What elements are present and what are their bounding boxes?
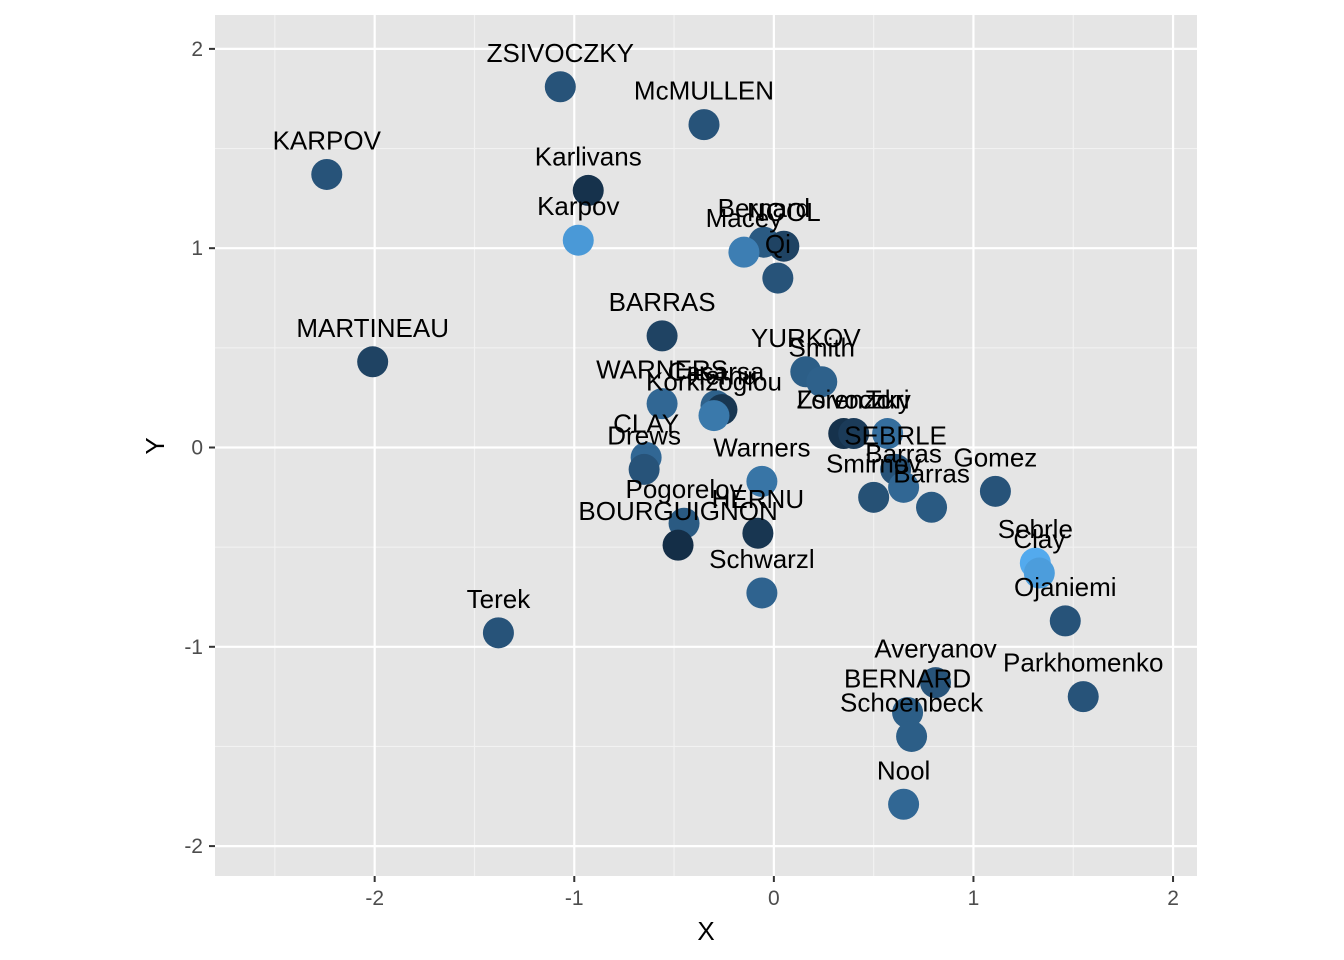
data-point-label: Smith [789, 333, 855, 363]
data-point [646, 388, 678, 420]
x-tick-label: -2 [365, 887, 384, 910]
data-point [762, 262, 794, 294]
data-point-label: WARNERS [596, 355, 728, 385]
y-tick-label: -2 [184, 835, 203, 858]
data-point [628, 453, 660, 485]
data-point [482, 617, 514, 649]
data-point-label: Bernard [718, 193, 811, 223]
y-tick-label: 2 [191, 38, 203, 61]
data-point-label: Gomez [954, 442, 1038, 472]
data-point-label: Sebrle [998, 514, 1073, 544]
data-point-label: SEBRLE [844, 420, 947, 450]
data-point-label: Warners [713, 432, 810, 462]
x-tick-label: -1 [565, 887, 584, 910]
data-point-label: ZSIVOCZKY [487, 38, 634, 68]
data-point [768, 230, 800, 262]
data-point-label: Smirnov [826, 448, 921, 478]
data-point-label: Clay [1013, 524, 1065, 554]
data-point-label: KARPOV [273, 125, 382, 155]
data-point [572, 174, 604, 206]
y-tick-label: 1 [191, 237, 203, 260]
plot-panel [215, 15, 1197, 876]
data-point-label: Zsivoczky [797, 385, 911, 415]
y-tick-label: 0 [191, 436, 203, 459]
data-point-label: Nool [877, 755, 930, 785]
data-point-label: Ojaniemi [1014, 572, 1117, 602]
data-point-label: YURKOV [751, 323, 861, 353]
data-point [562, 224, 594, 256]
data-point-label: Schwarzl [709, 544, 814, 574]
data-point [858, 481, 890, 513]
data-point [746, 577, 778, 609]
data-point [916, 491, 948, 523]
x-axis-title: X [697, 916, 714, 946]
data-point [838, 418, 870, 450]
data-point [888, 788, 920, 820]
y-axis: -2 -1 0 1 2 [184, 38, 215, 858]
data-point [806, 366, 838, 398]
data-point [311, 158, 343, 190]
data-point [357, 346, 389, 378]
data-point-label: Parkhomenko [1003, 648, 1163, 678]
data-point [544, 71, 576, 103]
data-point-label: Barras [865, 438, 942, 468]
data-point-label: Drews [607, 420, 681, 450]
data-point-label: Qi [765, 229, 791, 259]
data-point [892, 697, 924, 729]
data-point [688, 109, 720, 141]
data-point-label: Macey [706, 203, 783, 233]
data-point-label: Turi [866, 385, 910, 415]
y-tick-label: -1 [184, 636, 203, 659]
data-point-label: Hernu [687, 361, 758, 391]
data-point [920, 667, 952, 699]
data-point-label: HERNU [712, 484, 804, 514]
data-point-label: Terek [467, 584, 532, 614]
data-point [1023, 557, 1055, 589]
data-point [746, 465, 778, 497]
data-point [979, 475, 1011, 507]
y-axis-title: Y [140, 437, 170, 454]
data-point [728, 236, 760, 268]
data-point [1049, 605, 1081, 637]
data-point [896, 720, 928, 752]
data-point-label: BERNARD [844, 664, 971, 694]
data-point-label: BARRAS [609, 287, 716, 317]
x-axis: -2 -1 0 1 2 [365, 876, 1179, 910]
data-points [311, 71, 1099, 820]
major-grid [215, 15, 1197, 876]
data-point-label: BOURGUIGNON [578, 496, 777, 526]
data-point-label: Casarsa [668, 357, 765, 387]
data-point [872, 418, 904, 450]
data-point-label: Karlivans [535, 141, 642, 171]
x-tick-label: 2 [1167, 887, 1179, 910]
data-point [742, 517, 774, 549]
data-point [698, 400, 730, 432]
data-point-label: Barras [893, 458, 970, 488]
data-point-label: Pogorelov [626, 474, 743, 504]
data-point-label: McMULLEN [634, 76, 774, 106]
data-point [1067, 681, 1099, 713]
data-point-label: Karpov [537, 191, 619, 221]
data-point-label: Averyanov [874, 634, 996, 664]
x-tick-label: 0 [768, 887, 780, 910]
data-point [646, 320, 678, 352]
data-point [662, 529, 694, 561]
data-point [888, 471, 920, 503]
data-point-label: Lorenzo [797, 385, 891, 415]
data-point-label: Schoenbeck [840, 687, 984, 717]
data-point-label: Korkizoglou [646, 367, 782, 397]
data-point-label: MARTINEAU [296, 313, 449, 343]
data-point-label: NOOL [747, 197, 821, 227]
x-tick-label: 1 [968, 887, 980, 910]
data-point-label: CLAY [613, 408, 679, 438]
